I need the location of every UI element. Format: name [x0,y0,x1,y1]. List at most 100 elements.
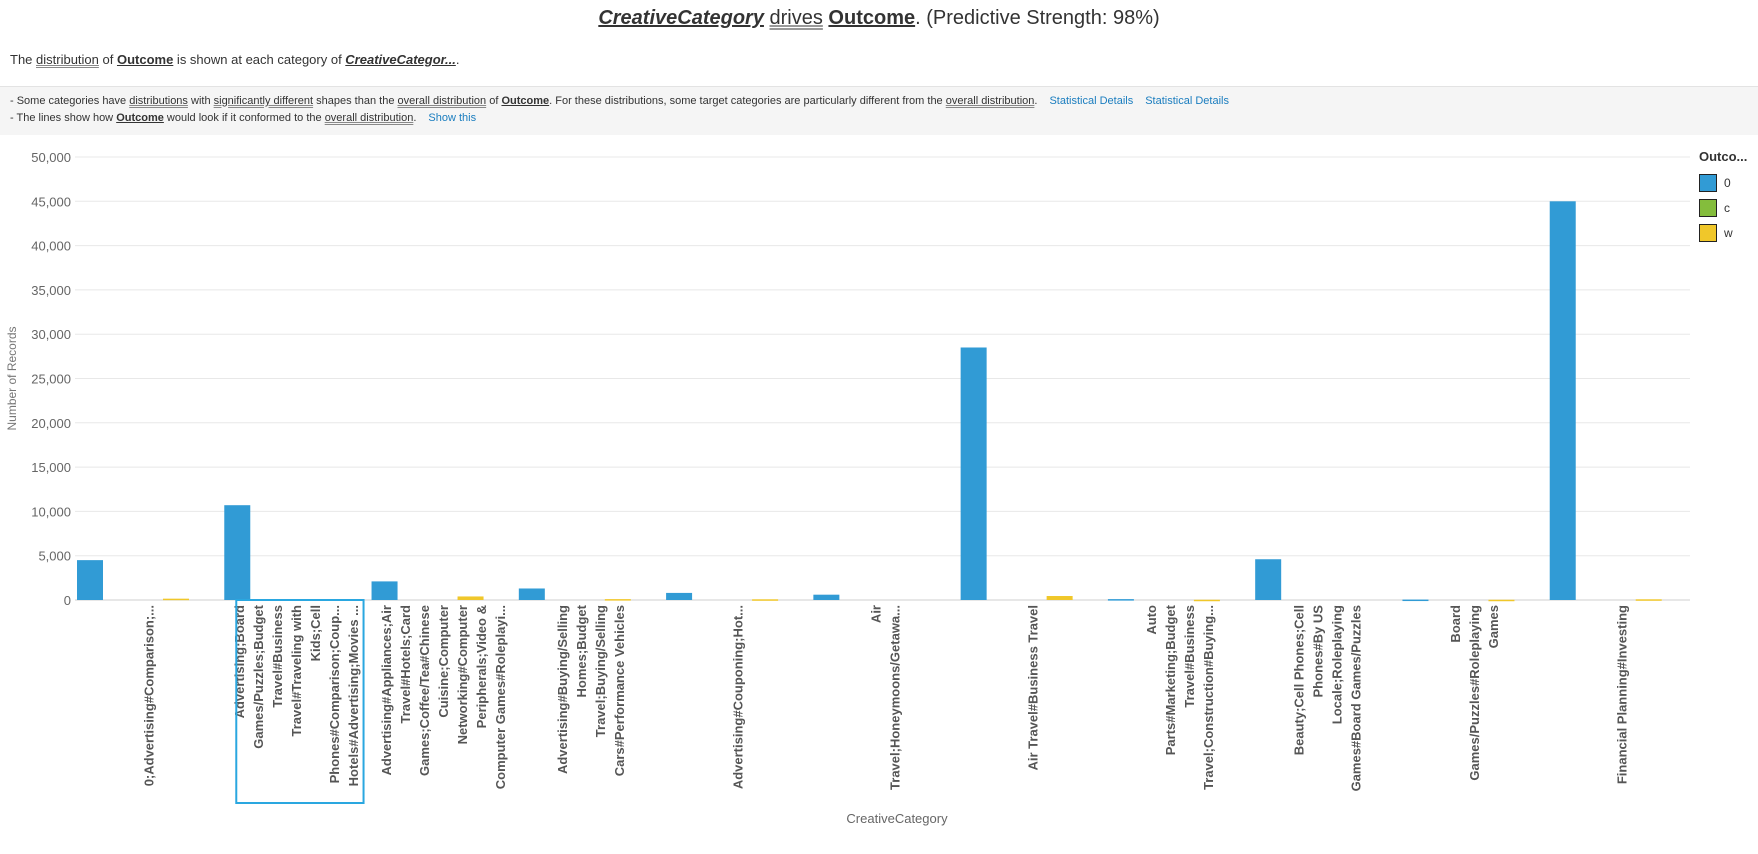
title-verb[interactable]: drives [769,7,823,29]
title-outcome[interactable]: Outcome [828,7,916,29]
bar-0 [224,505,251,600]
subtitle-outcome[interactable]: Outcome [116,52,174,67]
term-overall-distribution[interactable]: overall distribution [324,112,414,124]
x-tick-label: Travel#Traveling with [289,605,304,737]
legend-item-0[interactable]: 0 [1699,170,1747,195]
y-tick-label: 5,000 [38,549,71,564]
title-category[interactable]: CreativeCategory [598,7,764,29]
show-this-link[interactable]: Show this [428,112,477,124]
bar-0 [371,581,398,600]
bar-w [1635,599,1662,601]
x-tick-label: Networking#Computer [455,605,470,744]
insight-text: . For these distributions, some target c… [549,95,946,107]
term-overall-distribution[interactable]: overall distribution [945,95,1035,107]
insight-line-1: - Some categories have distributions wit… [10,93,1229,110]
x-tick-label: Board [1448,605,1463,643]
x-tick-label: Travel#Hotels;Card [398,605,413,724]
bar-0 [666,592,693,600]
x-tick-label: Auto [1144,605,1159,635]
term-overall-distribution[interactable]: overall distribution [397,95,487,107]
y-tick-label: 0 [64,593,71,608]
x-tick-label: Advertising#Buying/Selling [555,605,570,774]
x-tick-label: Travel;Buying/Selling [593,605,608,737]
x-tick-label: Air Travel#Business Travel [1025,605,1040,770]
insight-text: - Some categories have [10,95,130,107]
legend: Outco... 0 c w [1699,149,1747,245]
x-tick-label: Advertising#Couponing;Hot... [731,605,746,789]
x-tick-label: Advertising#Appliances;Air [379,605,394,776]
insight-text: would look if it conformed to the [163,112,325,124]
bar-w [752,599,779,601]
bar-w [1193,599,1220,602]
bar-w [604,599,631,601]
y-tick-label: 15,000 [31,460,71,475]
subtitle-mid: is shown at each category of [173,52,346,67]
bar-0 [1549,201,1576,601]
subtitle-category[interactable]: CreativeCategor... [345,52,456,67]
bar-0 [1255,559,1282,600]
term-outcome[interactable]: Outcome [501,95,550,107]
x-axis-label: CreativeCategory [846,811,948,826]
term-outcome[interactable]: Outcome [116,112,164,124]
bar-chart: 0 5,000 10,000 15,000 20,000 25,000 30,000 35,0… [5,150,1690,826]
legend-item-c[interactable]: c [1699,195,1747,220]
y-tick-label: 35,000 [31,283,71,298]
insight-line-2: - The lines show how Outcome would look … [10,110,476,127]
statistical-details-link-2[interactable]: Statistical Details [1145,95,1229,107]
x-tick-label: 0;Advertising#Comparison;... [142,605,157,786]
x-tick-label: Advertising;Board [232,605,247,718]
bar-w [1046,596,1073,600]
subtitle-pre: The [10,52,37,67]
x-tick-label: Beauty;Cell Phones;Cell [1291,605,1306,755]
subtitle-distribution-term[interactable]: distribution [36,52,99,67]
term-significantly-different[interactable]: significantly different [213,95,314,107]
subtitle-end: . [455,52,460,67]
x-tick-label: Air [869,605,884,623]
y-tick-label: 45,000 [31,194,71,209]
insight-text: with [187,95,214,107]
selected-category-outline [235,599,365,804]
x-tick-label: Travel#Business [1182,605,1197,708]
y-axis-label: Number of Records [5,326,19,430]
x-tick-label: Games;Coffee/Tea#Chinese [417,605,432,776]
x-tick-label: Travel#Business [270,605,285,708]
x-tick-label: Games/Puzzles#Roleplaying [1467,605,1482,781]
statistical-details-link[interactable]: Statistical Details [1049,95,1134,107]
x-tick-label: Phones#By US [1310,605,1325,698]
x-tick-label: Peripherals;Video & [474,605,489,728]
insight-text: shapes than the [313,95,398,107]
y-tick-label: 30,000 [31,327,71,342]
x-tick-label: Travel;Honeymoons/Getawa... [888,605,903,790]
x-tick-label: Games/Puzzles;Budget [251,604,266,748]
subtitle-of: of [98,52,117,67]
legend-label: w [1724,225,1733,240]
x-tick-label: Parts#Marketing;Budget [1163,604,1178,755]
x-tick-label: Locale;Roleplaying [1329,605,1344,724]
legend-label: c [1724,200,1730,215]
x-tick-label: Games [1486,605,1501,648]
bar-0 [813,594,840,600]
x-tick-label: Phones#Comparison;Coup... [327,605,342,783]
x-tick-label: Games#Board Games/Puzzles [1348,605,1363,791]
title-tail: . (Predictive Strength: 98%) [915,7,1160,29]
bar-w [1488,599,1515,602]
y-tick-label: 25,000 [31,372,71,387]
x-tick-label: Homes;Budget [574,604,589,697]
bar-0 [1402,599,1429,602]
x-tick-label: Travel;Construction#Buying... [1201,605,1216,790]
insights-panel: - Some categories have distributions wit… [0,86,1758,135]
insight-text: . [1034,95,1038,107]
insight-text: . [413,112,417,124]
insight-text: - The lines show how [10,112,117,124]
legend-swatch [1699,198,1717,217]
legend-item-w[interactable]: w [1699,220,1747,245]
term-distributions[interactable]: distributions [129,95,188,107]
y-tick-label: 10,000 [31,504,71,519]
legend-label: 0 [1724,175,1731,190]
x-tick-label: Hotels#Advertising;Movies ... [346,605,361,786]
bar-0 [1107,599,1134,601]
x-tick-label: Cuisine;Computer [436,605,451,718]
x-tick-label: Financial Planning#Investing [1614,605,1629,784]
x-tick-label: Computer Games#Roleplayi... [493,605,508,789]
bar-0 [77,560,103,600]
